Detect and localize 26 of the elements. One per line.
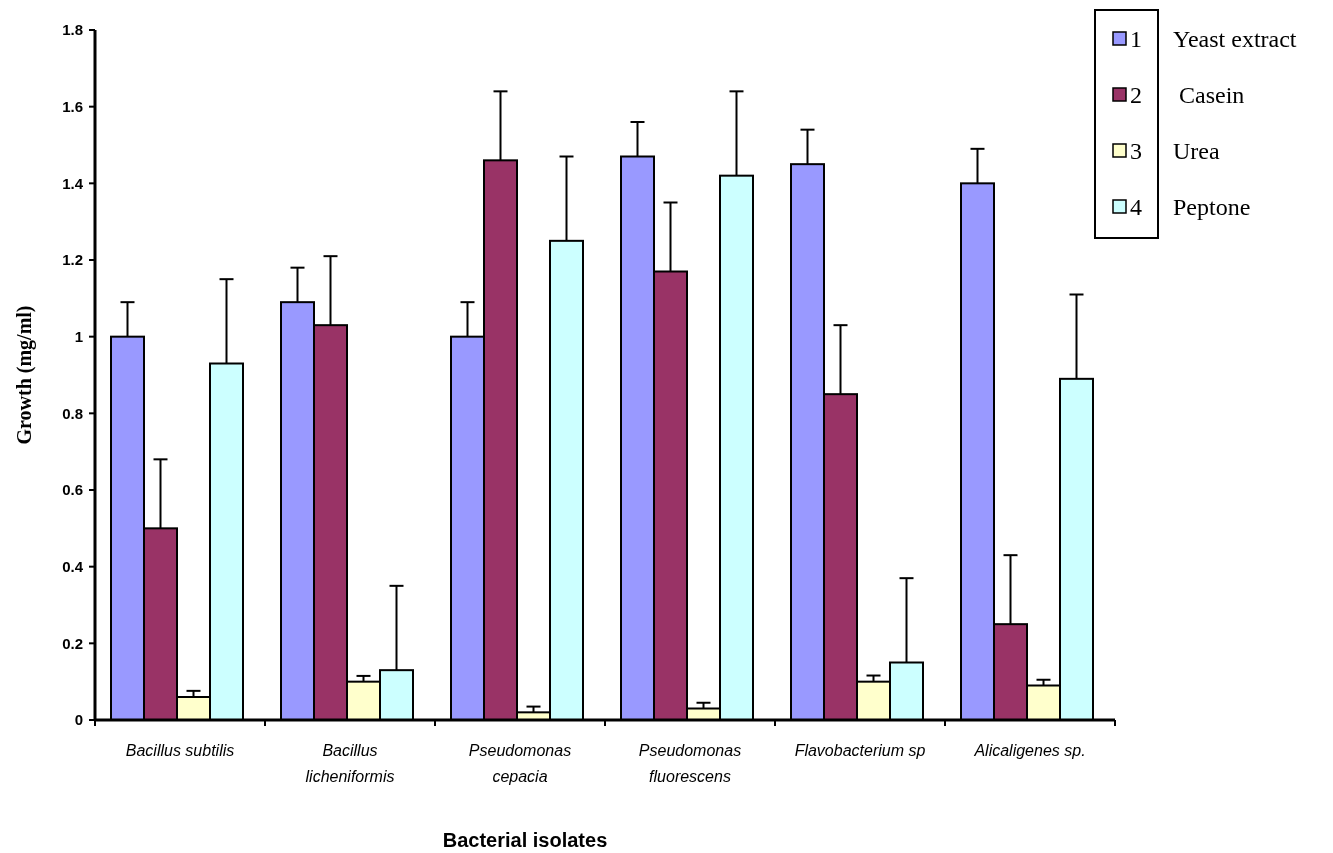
legend-label: Urea bbox=[1173, 138, 1220, 165]
x-axis-title: Bacterial isolates bbox=[442, 829, 608, 851]
legend-label: Casein bbox=[1179, 82, 1245, 109]
x-tick-label: Pseudomonas fluorescens bbox=[638, 742, 742, 785]
text: 3 bbox=[1130, 138, 1142, 165]
y-tick-label: 0.8 bbox=[62, 404, 83, 422]
y-tick-label: 0 bbox=[74, 711, 83, 729]
y-tick-label: 0.2 bbox=[62, 634, 83, 652]
y-tick-label: 1.2 bbox=[62, 251, 83, 269]
x-tick-label: Flavobacterium sp bbox=[794, 742, 926, 759]
x-tick-label: Alicaligenes sp. bbox=[973, 742, 1086, 759]
y-tick-label: 1.8 bbox=[62, 21, 83, 39]
y-tick-label: 0.4 bbox=[62, 557, 84, 575]
text: 1 bbox=[1130, 26, 1142, 53]
y-tick-label: 0.6 bbox=[62, 481, 83, 499]
text: 2 bbox=[1130, 82, 1142, 109]
legend-label: Peptone bbox=[1173, 194, 1251, 221]
y-axis-title: Growth (mg/ml) bbox=[13, 305, 36, 445]
x-tick-label: Pseudomonas cepacia bbox=[468, 742, 572, 785]
x-tick-label: Bacillus licheniformis bbox=[305, 742, 395, 785]
y-tick-label: 1.6 bbox=[62, 97, 83, 115]
y-tick-label: 1 bbox=[74, 327, 83, 345]
text: 4 bbox=[1130, 194, 1142, 221]
y-tick-label: 1.4 bbox=[62, 174, 84, 192]
x-tick-label: Bacillus subtilis bbox=[125, 742, 235, 759]
legend-label: Yeast extract bbox=[1173, 26, 1297, 53]
